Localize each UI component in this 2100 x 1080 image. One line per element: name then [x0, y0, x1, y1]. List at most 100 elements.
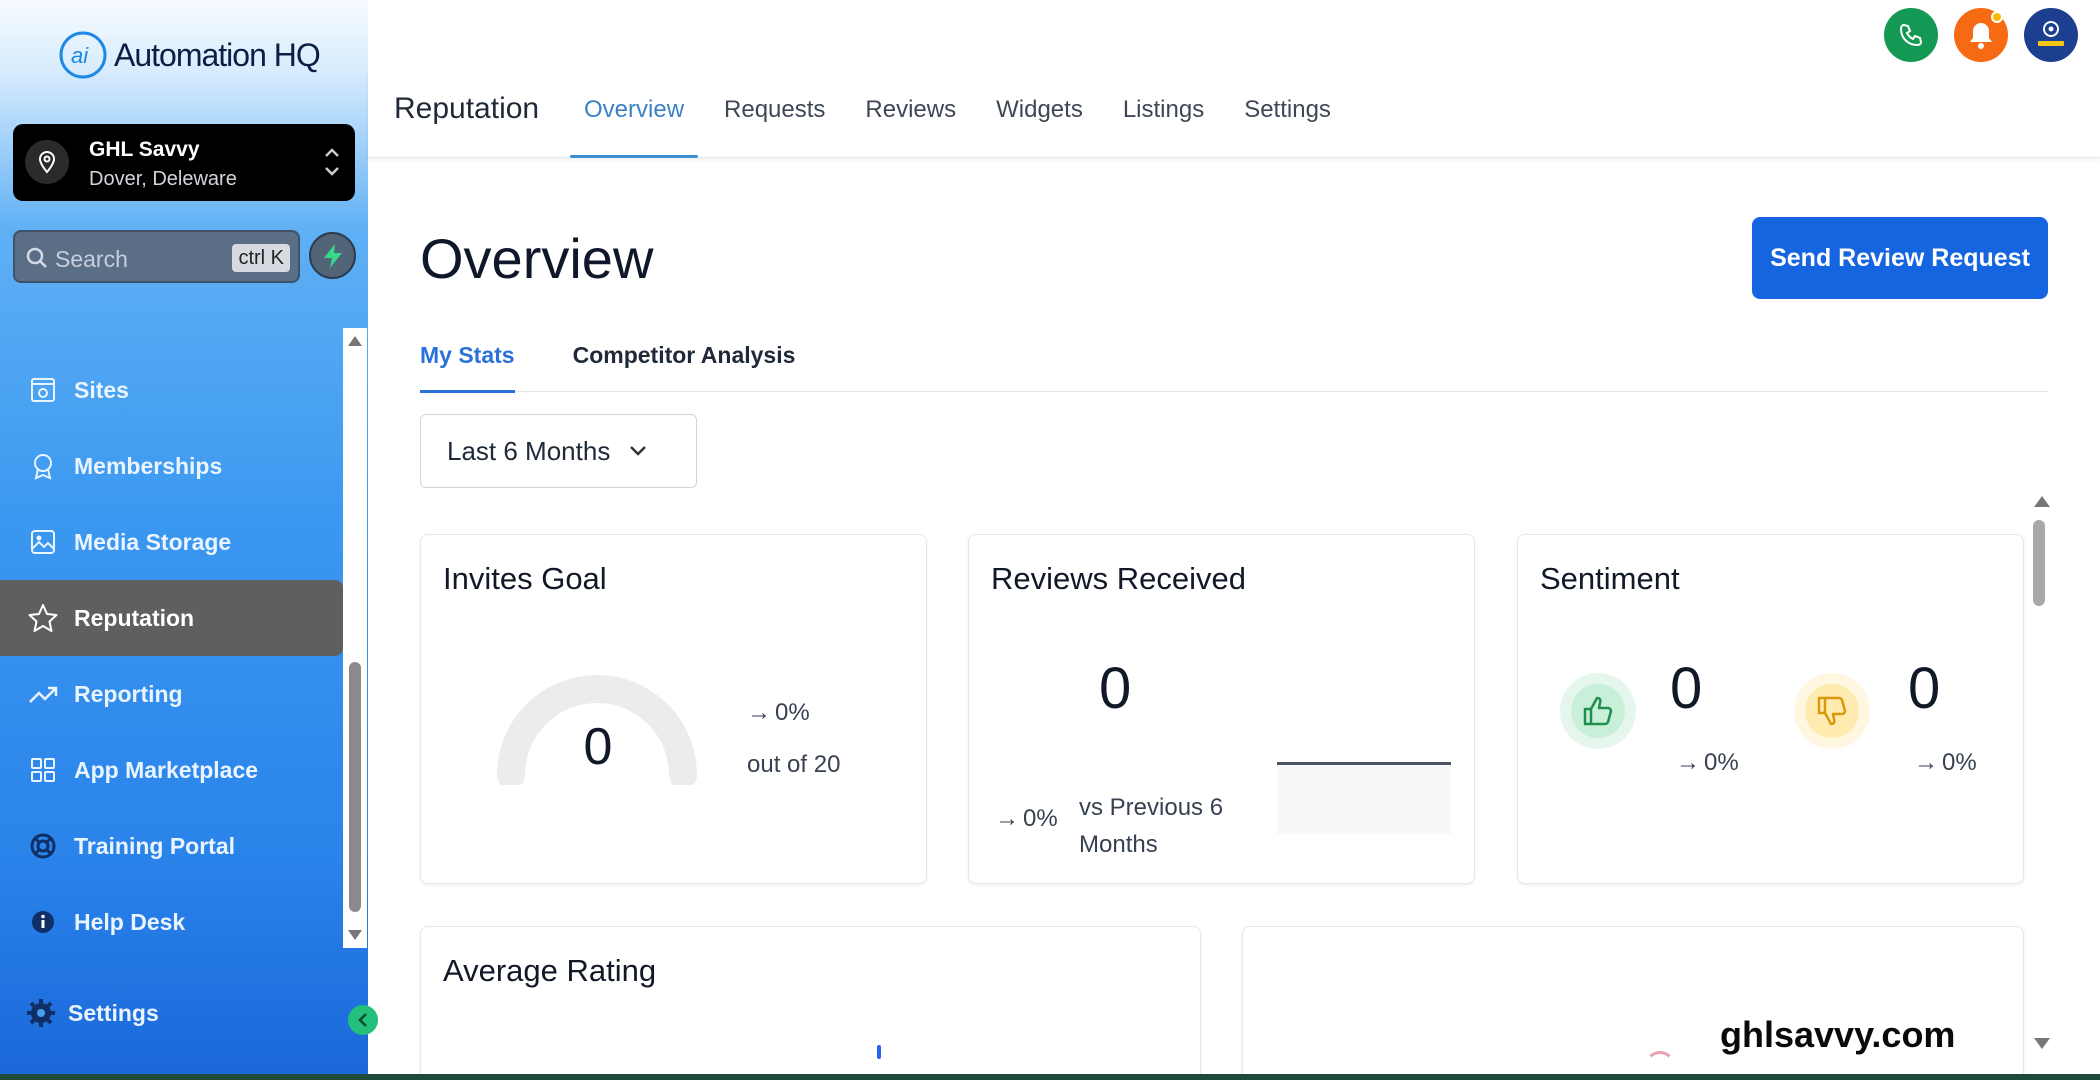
bolt-icon [323, 243, 342, 268]
rating-distribution-card [1242, 926, 2024, 1080]
tab-reviews[interactable]: Reviews [865, 96, 957, 123]
phone-icon [1899, 23, 1923, 47]
scrollbar-thumb[interactable] [2033, 520, 2045, 606]
search-shortcut: ctrl K [232, 244, 290, 272]
top-right-actions [1884, 8, 2078, 62]
trending-icon [28, 679, 58, 709]
tab-requests[interactable]: Requests [724, 96, 826, 123]
collapse-sidebar-button[interactable] [348, 1005, 378, 1035]
search-input[interactable]: Search ctrl K [13, 230, 300, 283]
invites-change: → 0% [747, 699, 810, 727]
sidebar: ai Automation HQ GHL Savvy Dover, Delewa… [0, 0, 378, 1080]
overview-heading: Overview [420, 227, 654, 290]
location-name: GHL Savvy [89, 138, 200, 161]
date-range-select[interactable]: Last 6 Months [420, 414, 697, 488]
scroll-up-arrow-icon[interactable] [348, 336, 362, 346]
reviews-change: → 0% [995, 805, 1058, 833]
chevron-down-icon [630, 446, 647, 456]
settings-label: Settings [68, 999, 159, 1026]
sidebar-item-app-marketplace[interactable]: App Marketplace [0, 732, 343, 808]
sites-icon [28, 375, 58, 405]
gear-icon [27, 999, 55, 1027]
watermark: ghlsavvy.com [1720, 1014, 1956, 1055]
sidebar-item-help-desk[interactable]: Help Desk [0, 884, 343, 960]
brand-logo[interactable]: ai Automation HQ [58, 30, 321, 80]
sidebar-item-label: Help Desk [74, 908, 186, 935]
tab-overview[interactable]: Overview [570, 96, 699, 158]
negative-count: 0 [1908, 656, 1941, 721]
card-title: Reviews Received [991, 561, 1246, 596]
sidebar-settings[interactable]: Settings [26, 998, 159, 1028]
sidebar-item-reporting[interactable]: Reporting [0, 656, 343, 732]
ai-logo-icon: ai [59, 31, 107, 79]
stats-subtabs: My Stats Competitor Analysis [420, 338, 2048, 393]
quick-actions-button[interactable] [309, 232, 356, 279]
reviews-value: 0 [1099, 656, 1132, 721]
average-rating-card: Average Rating [420, 926, 1201, 1080]
tab-listings[interactable]: Listings [1122, 96, 1205, 123]
sidebar-item-reputation[interactable]: Reputation [0, 580, 343, 656]
notifications-button[interactable] [1954, 8, 2008, 62]
brand-name: Automation HQ [114, 36, 321, 73]
card-title: Sentiment [1540, 561, 1680, 596]
arrow-right-icon: → [1914, 749, 1938, 776]
arrow-right-icon: → [1676, 749, 1700, 776]
sidebar-nav: Sites Memberships Media Storage Reputati… [0, 352, 343, 960]
positive-change-value: 0% [1704, 749, 1739, 776]
avatar[interactable] [2024, 8, 2078, 62]
sidebar-item-label: Sites [74, 376, 129, 403]
svg-text:ai: ai [71, 43, 89, 68]
tab-competitor-analysis[interactable]: Competitor Analysis [572, 342, 796, 368]
scroll-down-arrow-icon[interactable] [2034, 1038, 2050, 1049]
page-title: Reputation [394, 92, 540, 125]
grid-icon [28, 755, 58, 785]
thumbs-up-icon [1560, 673, 1636, 749]
scroll-down-arrow-icon[interactable] [348, 930, 362, 940]
reviews-comparison: vs Previous 6 Months [1079, 794, 1224, 858]
invites-change-value: 0% [775, 699, 810, 726]
ghl-savvy-logo-icon [2038, 21, 2064, 46]
sidebar-item-memberships[interactable]: Memberships [0, 428, 343, 504]
bottom-border [0, 1074, 2100, 1080]
reviews-received-card: Reviews Received 0 → 0% vs Previous 6 Mo… [968, 534, 1475, 884]
card-title: Invites Goal [443, 561, 607, 596]
sidebar-item-media-storage[interactable]: Media Storage [0, 504, 343, 580]
badge-icon [28, 451, 58, 481]
sidebar-item-label: Memberships [74, 452, 223, 479]
sidebar-scrollbar[interactable] [343, 328, 367, 948]
arrow-right-icon: → [747, 699, 771, 726]
info-icon [28, 907, 58, 937]
negative-change: → 0% [1914, 749, 1977, 777]
image-icon [28, 527, 58, 557]
reviews-sparkline [1277, 762, 1451, 834]
location-pin-icon [25, 140, 69, 184]
scrollbar-thumb[interactable] [349, 662, 361, 912]
main-content: Overview Send Review Request My Stats Co… [368, 158, 2100, 1080]
sidebar-item-label: Reporting [74, 680, 183, 707]
header-tabs: Overview Requests Reviews Widgets Listin… [570, 96, 1357, 158]
invites-gauge [497, 675, 697, 785]
phone-button[interactable] [1884, 8, 1938, 62]
sidebar-item-sites[interactable]: Sites [0, 352, 343, 428]
search-placeholder: Search [55, 246, 128, 272]
arrow-right-icon: → [995, 805, 1019, 832]
negative-change-value: 0% [1942, 749, 1977, 776]
chevron-left-icon [358, 1013, 367, 1027]
tab-my-stats[interactable]: My Stats [420, 338, 515, 393]
bell-icon [1970, 23, 1992, 49]
sidebar-item-label: Training Portal [74, 832, 236, 859]
scroll-up-arrow-icon[interactable] [2034, 496, 2050, 507]
rating-chart-edge [877, 1045, 881, 1059]
tab-settings[interactable]: Settings [1244, 96, 1331, 123]
chevron-updown-icon [325, 148, 339, 176]
reviews-change-value: 0% [1023, 805, 1058, 832]
sidebar-item-label: App Marketplace [74, 756, 259, 783]
invites-goal-text: out of 20 [747, 751, 841, 778]
location-switcher[interactable]: GHL Savvy Dover, Deleware [13, 124, 355, 201]
tab-widgets[interactable]: Widgets [996, 96, 1083, 123]
send-review-request-button[interactable]: Send Review Request [1752, 217, 2048, 299]
notification-dot [1991, 11, 2003, 23]
sidebar-item-training-portal[interactable]: Training Portal [0, 808, 343, 884]
positive-change: → 0% [1676, 749, 1739, 777]
